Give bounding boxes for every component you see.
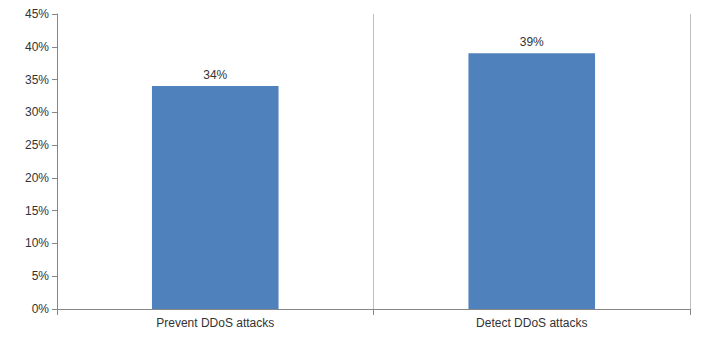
svg-text:30%: 30% <box>25 105 49 119</box>
svg-text:34%: 34% <box>203 68 227 82</box>
svg-text:39%: 39% <box>520 35 544 49</box>
svg-text:20%: 20% <box>25 171 49 185</box>
svg-text:35%: 35% <box>25 73 49 87</box>
svg-text:45%: 45% <box>25 7 49 21</box>
svg-text:15%: 15% <box>25 204 49 218</box>
svg-text:40%: 40% <box>25 40 49 54</box>
svg-text:Prevent DDoS attacks: Prevent DDoS attacks <box>156 316 274 330</box>
svg-text:Detect DDoS attacks: Detect DDoS attacks <box>476 316 587 330</box>
svg-text:25%: 25% <box>25 138 49 152</box>
svg-text:5%: 5% <box>32 269 50 283</box>
svg-text:0%: 0% <box>32 302 50 316</box>
svg-text:10%: 10% <box>25 236 49 250</box>
